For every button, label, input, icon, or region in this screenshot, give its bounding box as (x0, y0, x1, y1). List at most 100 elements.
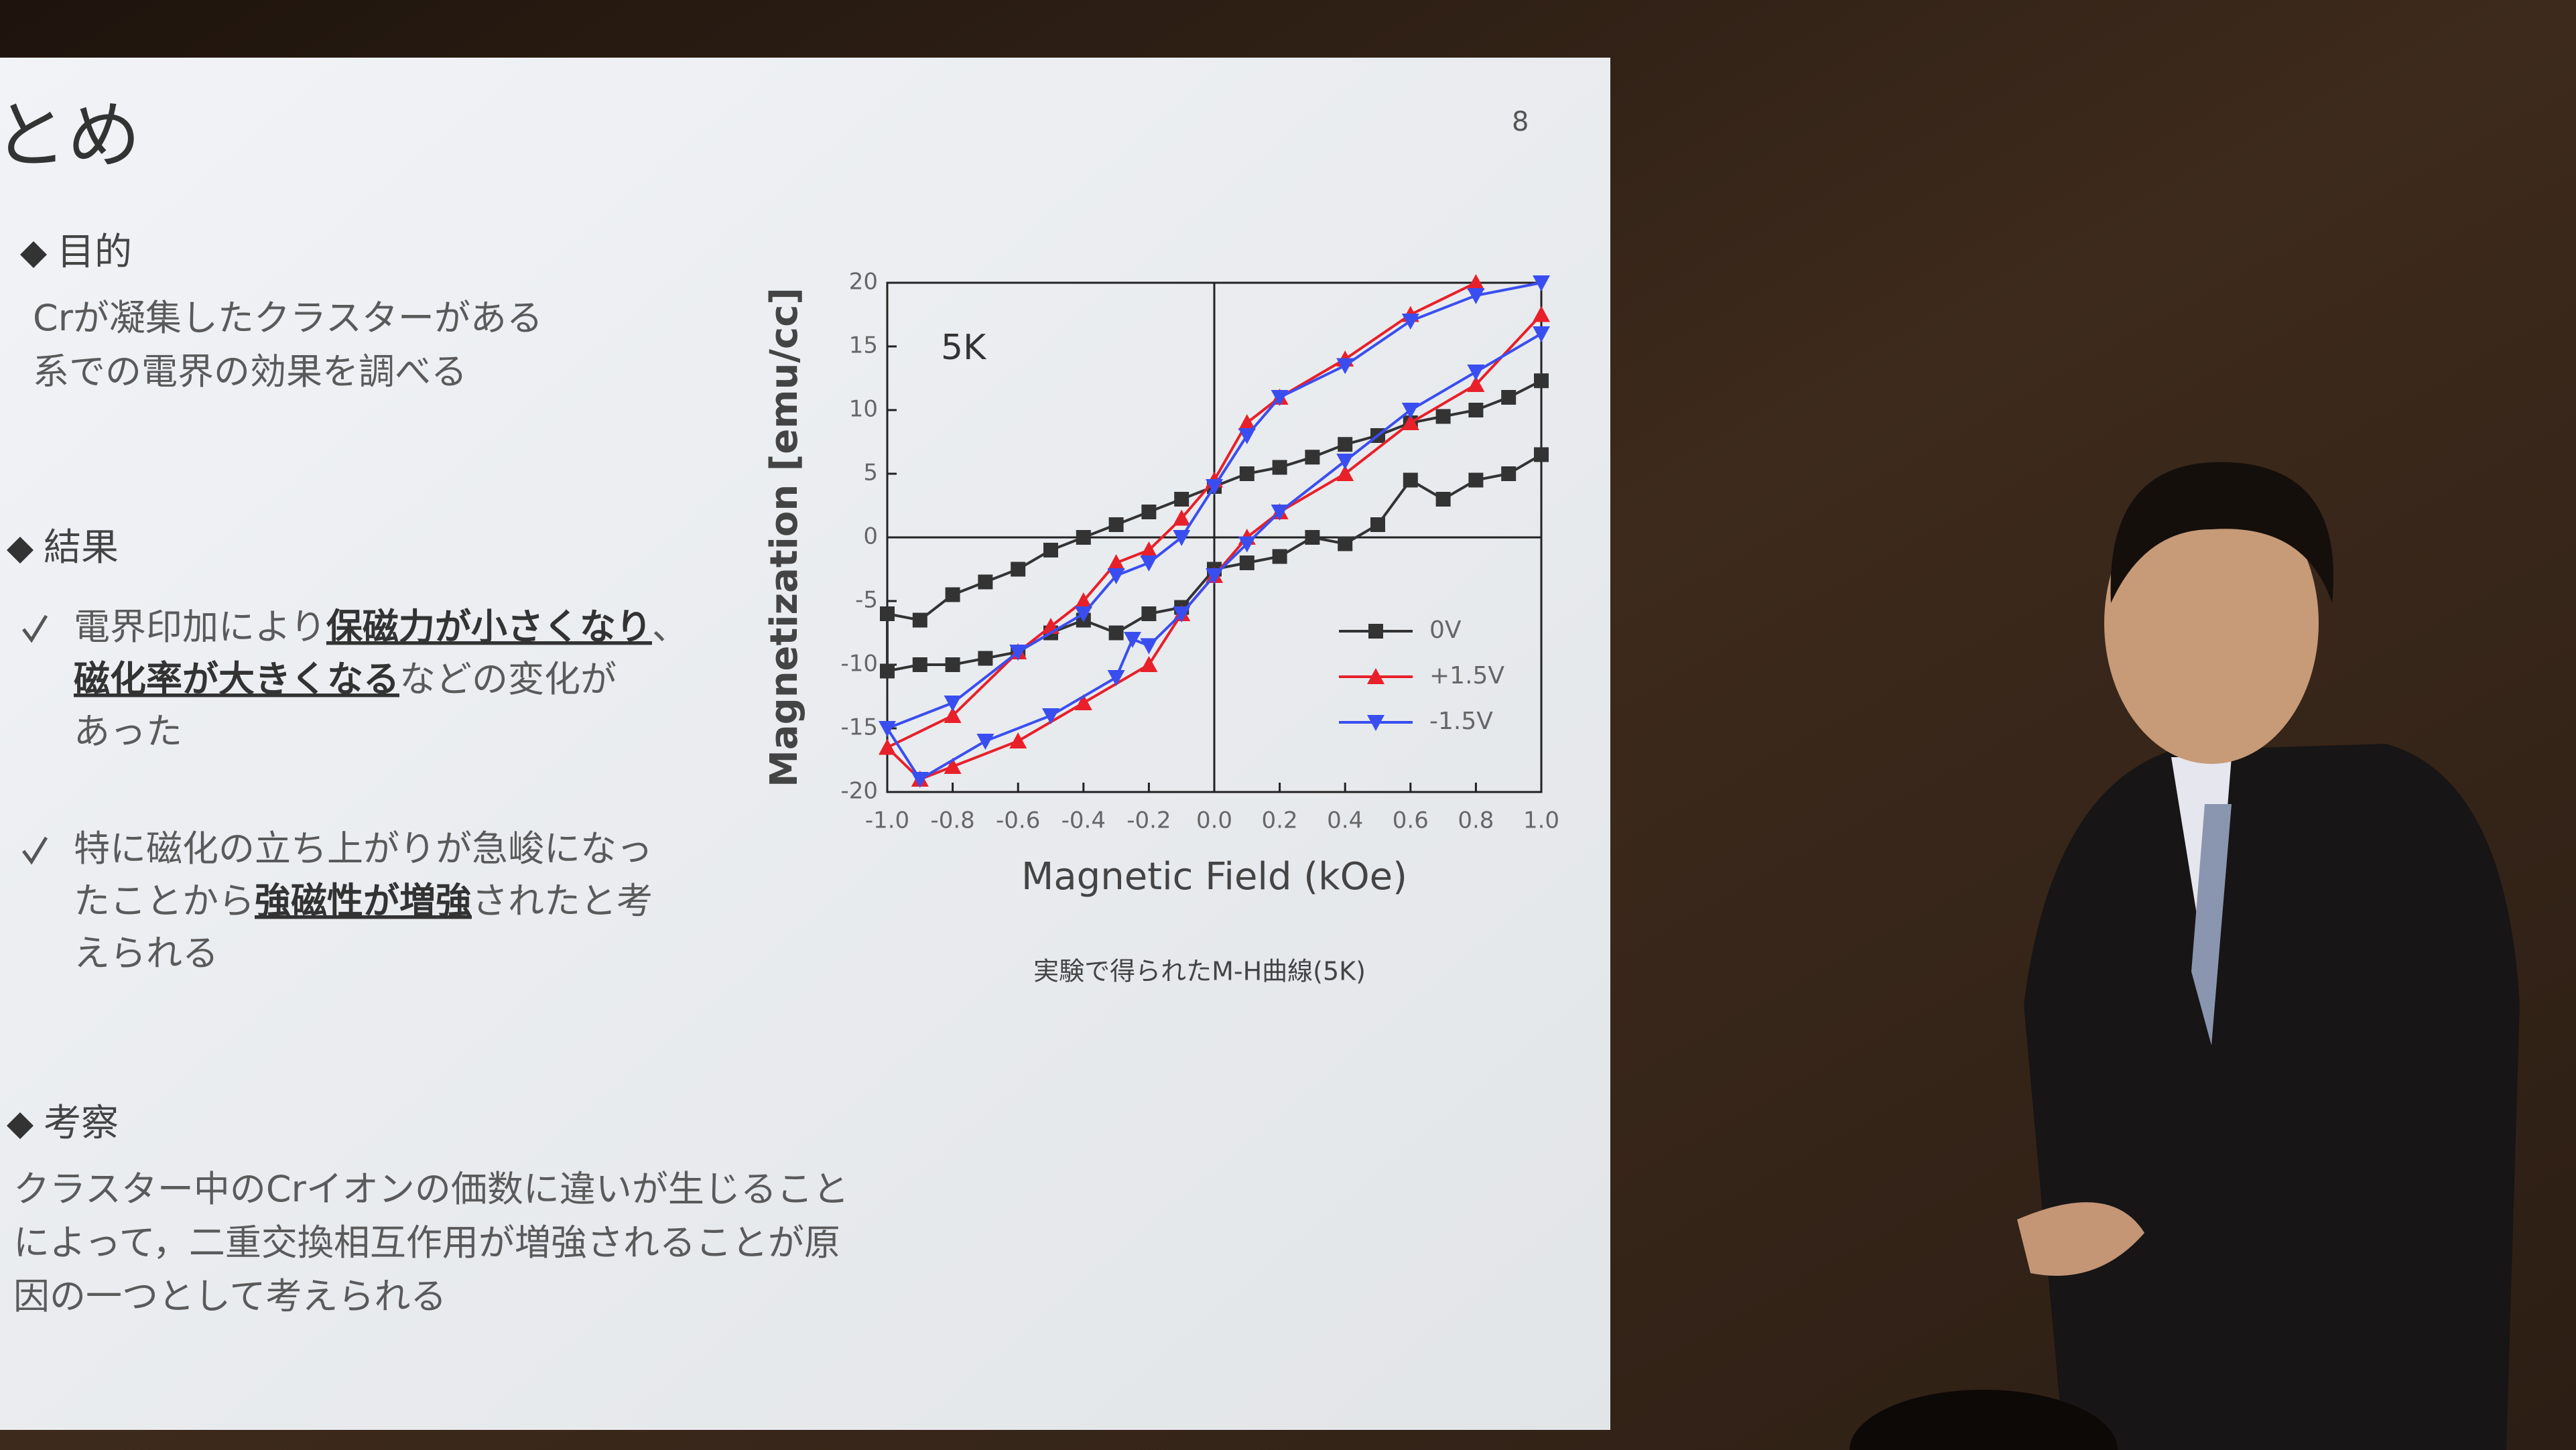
body-line: 特に磁化の立ち上がりが急峻になっ (74, 828, 653, 870)
text-segment: 電界印加により (74, 606, 326, 648)
y-tick-label: 15 (849, 332, 878, 359)
check-bullet (22, 836, 48, 865)
chart: -1.0 -0.8 -0.6 -0.4 -0.2 0.0 0.2 0.4 0.6 0.8 1.0 -2… (763, 269, 1559, 899)
data-point (1305, 450, 1320, 465)
y-tick-label: -10 (840, 651, 878, 677)
data-point (945, 587, 960, 602)
section-heading: 結果 (44, 526, 119, 570)
data-point (1336, 358, 1354, 375)
text-segment: 系での電界の効果を調べる (33, 350, 467, 393)
data-point (1370, 517, 1385, 532)
data-point (1174, 492, 1189, 507)
data-point (879, 721, 896, 737)
text-segment: されたと考 (472, 880, 653, 922)
data-point (1336, 454, 1354, 470)
x-tick-label: -0.6 (996, 807, 1040, 834)
data-point (1401, 314, 1419, 330)
slide-title: とめ (0, 92, 141, 178)
body-line: 因の一つとして考えられる (13, 1275, 446, 1317)
body-line: クラスター中のCrイオンの価数に違いが生じること (13, 1168, 849, 1210)
data-point (1108, 517, 1124, 532)
body-line: Crが凝集したクラスターがある (33, 297, 543, 339)
data-point (1206, 568, 1223, 584)
data-point (1272, 460, 1287, 475)
data-point (1107, 670, 1125, 686)
body-line: たことから強磁性が増強されたと考 (74, 880, 653, 922)
legend-marker (1367, 668, 1384, 684)
emphasized-text: 保磁力が小さくなり (326, 606, 652, 648)
data-point (1173, 606, 1191, 622)
y-tick-label: -5 (855, 587, 878, 614)
data-point (1271, 390, 1289, 406)
x-tick-label: 0.6 (1393, 807, 1429, 834)
data-point (1009, 732, 1027, 748)
y-tick-label: 20 (849, 269, 878, 295)
data-point (1238, 428, 1256, 444)
data-point (1140, 656, 1158, 672)
data-point (1467, 274, 1485, 290)
data-point (1534, 447, 1549, 462)
y-tick-label: 5 (863, 460, 878, 486)
diamond-bullet (7, 537, 34, 564)
x-tick-label: -1.0 (865, 807, 909, 834)
data-point (1401, 414, 1419, 430)
diamond-bullet (20, 241, 47, 268)
data-point (1338, 536, 1353, 551)
x-tick-label: -0.2 (1126, 807, 1171, 834)
figure-caption: 実験で得られたM-H曲線(5K) (1033, 957, 1366, 986)
y-tick-label: 0 (863, 523, 878, 550)
data-point (1043, 543, 1058, 557)
text-segment: えられる (74, 932, 218, 974)
emphasized-text: 磁化率が大きくなる (74, 658, 399, 700)
y-tick-label: 10 (849, 396, 878, 423)
data-point (1403, 472, 1418, 488)
x-tick-label: 0.0 (1196, 807, 1232, 834)
x-tick-label: 0.2 (1262, 807, 1298, 834)
data-point (1336, 465, 1354, 481)
legend-marker (1367, 715, 1384, 731)
x-tick-label: 1.0 (1523, 807, 1559, 834)
slide-body: 目的 Crが凝集したクラスターがある系での電界の効果を調べる結果電界印加により保磁… (7, 230, 849, 1317)
data-point (1173, 530, 1191, 546)
data-point (1140, 541, 1158, 557)
text-segment: 因の一つとして考えられる (13, 1275, 446, 1317)
data-point (1467, 365, 1485, 381)
data-point (1173, 509, 1191, 526)
text-segment: によって，二重交換相互作用が増強されることが原 (13, 1222, 840, 1264)
data-point (1239, 466, 1254, 481)
x-tick-label: 0.4 (1327, 807, 1363, 834)
text-segment: 、 (652, 606, 688, 648)
data-point (1467, 376, 1485, 392)
data-point (1533, 275, 1550, 291)
data-point (911, 772, 929, 788)
data-point (944, 707, 962, 723)
data-point (1272, 549, 1287, 564)
data-point (1401, 403, 1419, 419)
body-line: 電界印加により保磁力が小さくなり、 (74, 606, 688, 648)
data-point (1011, 562, 1026, 577)
data-point (1501, 466, 1517, 481)
text-segment: 特に磁化の立ち上がりが急峻になっ (74, 828, 653, 870)
body-line: えられる (74, 932, 218, 974)
data-point (1239, 555, 1254, 570)
data-point (976, 734, 994, 750)
data-point (1107, 554, 1125, 570)
data-point (1468, 472, 1484, 488)
data-point (912, 612, 927, 628)
y-axis-label: Magnetization [emu/cc] (763, 287, 806, 787)
x-tick-label: 0.8 (1458, 807, 1494, 834)
body-line: によって，二重交換相互作用が増強されることが原 (13, 1222, 840, 1264)
data-point (1074, 694, 1092, 710)
legend-marker (1368, 624, 1383, 639)
slide (0, 58, 1610, 1430)
data-point (1533, 306, 1550, 322)
diamond-bullet (7, 1112, 34, 1139)
x-tick-label: -0.8 (930, 807, 974, 834)
data-point (1468, 403, 1484, 417)
y-tick-label: -20 (840, 778, 878, 805)
data-point (1271, 505, 1289, 521)
text-segment: Crが凝集したクラスターがある (33, 297, 543, 339)
text-segment: クラスター中のCrイオンの価数に違いが生じること (13, 1168, 849, 1210)
